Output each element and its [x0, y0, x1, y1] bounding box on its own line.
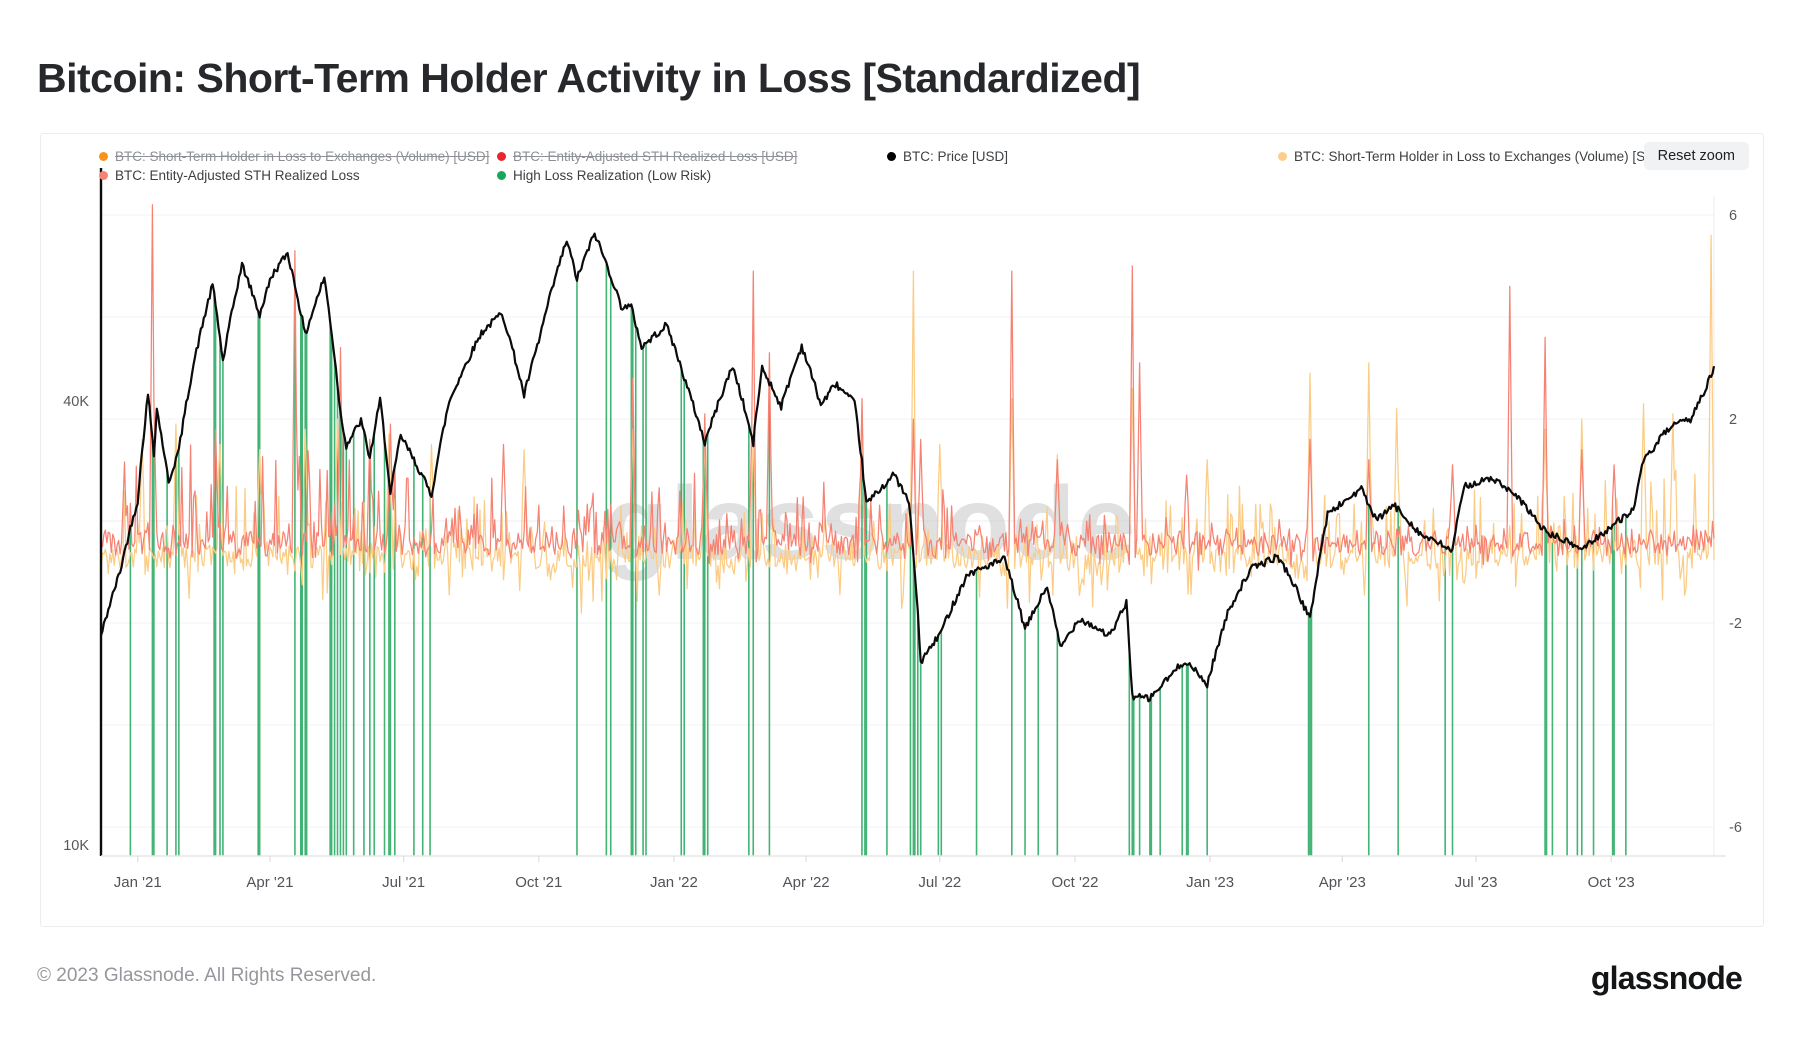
- y-axis-label-right: 6: [1729, 208, 1737, 224]
- y-axis-label-right: 2: [1729, 412, 1737, 428]
- legend-item-label: High Loss Realization (Low Risk): [513, 167, 712, 183]
- x-axis-label: Jan '22: [650, 874, 698, 891]
- legend-item[interactable]: BTC: Price [USD]: [887, 146, 1008, 166]
- x-axis-label: Jan '23: [1186, 874, 1234, 891]
- legend-item-label: BTC: Entity-Adjusted STH Realized Loss: [115, 167, 360, 183]
- legend-item-label: BTC: Entity-Adjusted STH Realized Loss […: [513, 148, 798, 164]
- legend-item-label: BTC: Price [USD]: [903, 148, 1009, 164]
- legend-dot-icon: [887, 151, 896, 161]
- std-series-path: [100, 234, 1715, 614]
- chart-legend: BTC: Short-Term Holder in Loss to Exchan…: [41, 134, 1763, 188]
- x-axis-label: Apr '21: [246, 874, 293, 891]
- legend-item-label: BTC: Short-Term Holder in Loss to Exchan…: [115, 148, 490, 164]
- legend-dot-icon: [1278, 151, 1287, 161]
- y-axis-label-right: -2: [1729, 616, 1742, 632]
- x-axis-label: Oct '23: [1588, 874, 1635, 891]
- x-axis-label: Apr '23: [1319, 874, 1366, 891]
- legend-item-label: BTC: Short-Term Holder in Loss to Exchan…: [1294, 148, 1667, 164]
- x-axis-label: Apr '22: [783, 874, 830, 891]
- std-series-path: [100, 204, 1715, 571]
- legend-dot-icon: [497, 151, 506, 161]
- btc-price-path: [99, 232, 1716, 703]
- x-axis-label: Jul '22: [918, 874, 961, 891]
- legend-dot-icon: [99, 151, 108, 161]
- legend-item[interactable]: BTC: Short-Term Holder in Loss to Exchan…: [1278, 146, 1667, 166]
- legend-dot-icon: [99, 170, 108, 180]
- chart-card: glassnode 40K 10K 6 2 -2 -6 Jan '21 Apr '21 Jul '…: [40, 133, 1764, 927]
- x-axis-label: Jul '21: [382, 874, 425, 891]
- page-title: Bitcoin: Short-Term Holder Activity in L…: [37, 55, 1141, 102]
- x-axis-label: Jan '21: [114, 874, 162, 891]
- legend-dot-icon: [497, 170, 506, 180]
- y-axis-label-right: -6: [1729, 820, 1742, 836]
- x-axis-label: Jul '23: [1455, 874, 1498, 891]
- legend-item[interactable]: BTC: Entity-Adjusted STH Realized Loss: [99, 165, 360, 185]
- glassnode-logo: glassnode: [1590, 960, 1743, 996]
- x-axis-label: Oct '21: [515, 874, 562, 891]
- y-axis-label-left: 40K: [63, 394, 89, 410]
- legend-item[interactable]: BTC: Entity-Adjusted STH Realized Loss […: [497, 146, 797, 166]
- x-axis-label: Oct '22: [1051, 874, 1098, 891]
- reset-zoom-button[interactable]: Reset zoom: [1643, 142, 1749, 170]
- legend-item[interactable]: High Loss Realization (Low Risk): [497, 165, 711, 185]
- y-axis-label-left: 10K: [63, 838, 89, 854]
- copyright-text: © 2023 Glassnode. All Rights Reserved.: [37, 965, 377, 986]
- legend-item[interactable]: BTC: Short-Term Holder in Loss to Exchan…: [99, 146, 489, 166]
